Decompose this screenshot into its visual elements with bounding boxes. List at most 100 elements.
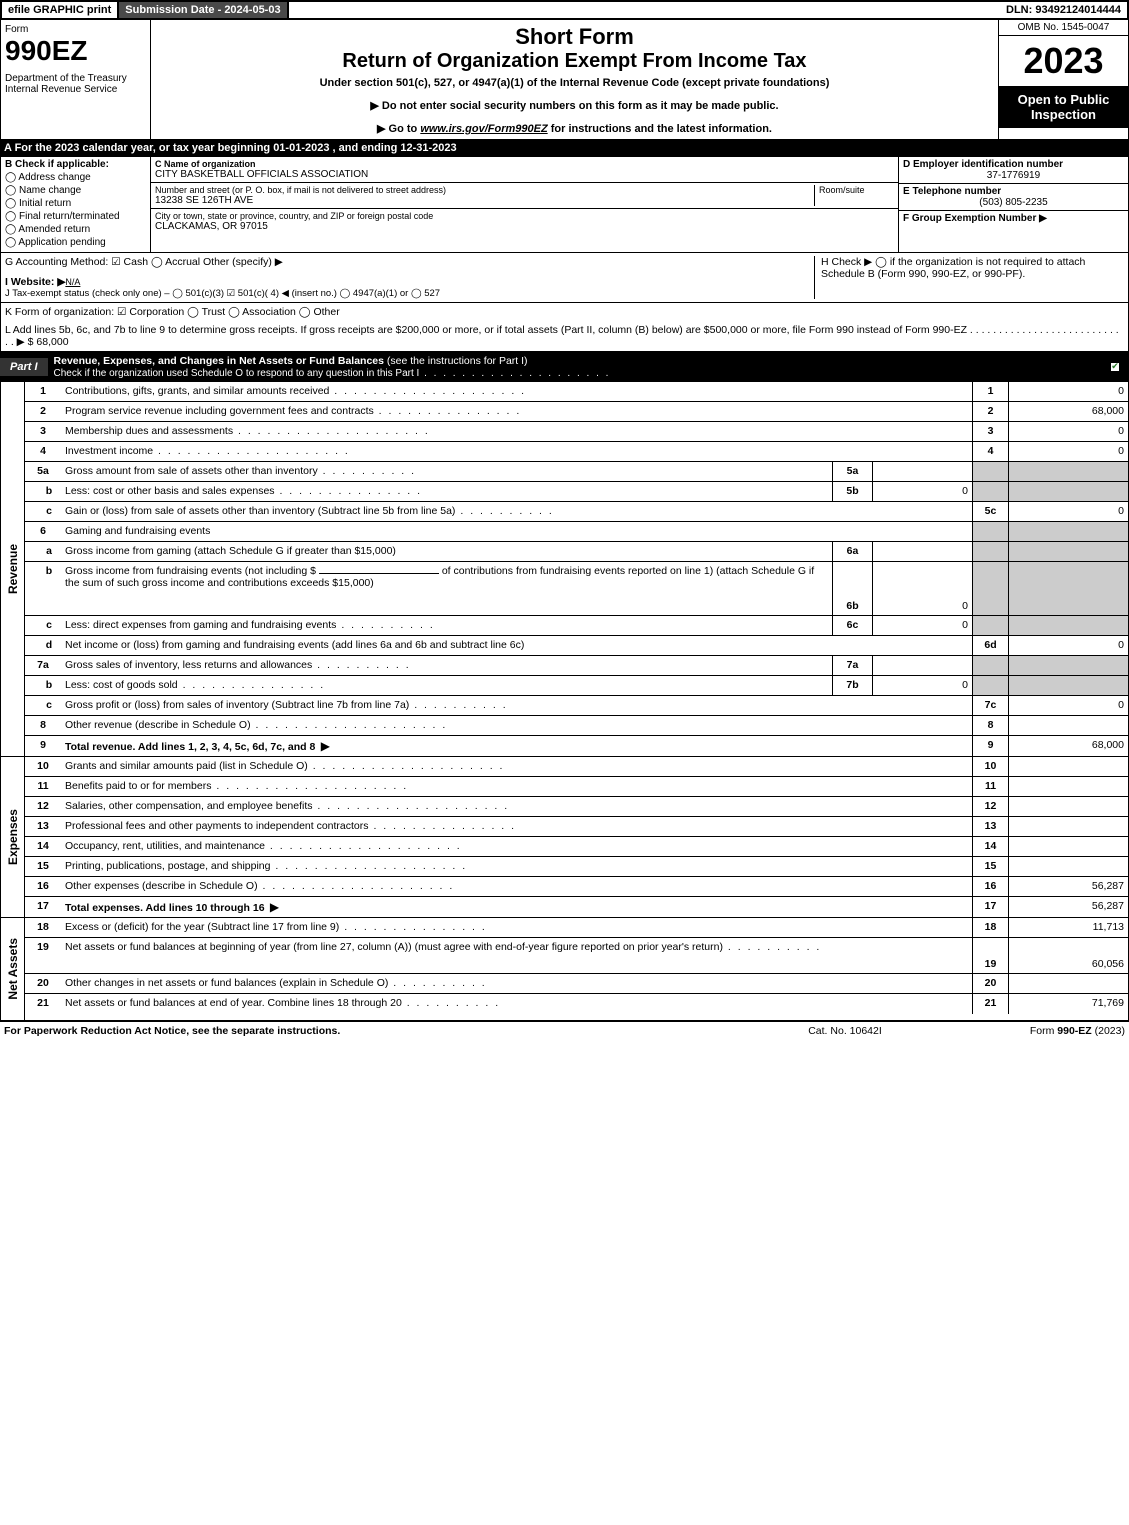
row-17: 17Total expenses. Add lines 10 through 1… xyxy=(25,897,1128,917)
part1-desc: Revenue, Expenses, and Changes in Net As… xyxy=(48,352,1101,382)
row-6: 6Gaming and fundraising events xyxy=(25,522,1128,542)
footer-right: Form 990-EZ (2023) xyxy=(945,1025,1125,1037)
tel-label: E Telephone number xyxy=(903,186,1124,197)
department: Department of the Treasury Internal Reve… xyxy=(5,73,146,95)
row-2: 2Program service revenue including gover… xyxy=(25,402,1128,422)
row-21: 21Net assets or fund balances at end of … xyxy=(25,994,1128,1014)
line-l: L Add lines 5b, 6c, and 7b to line 9 to … xyxy=(0,321,1129,352)
ein: 37-1776919 xyxy=(903,170,1124,181)
header-left: Form 990EZ Department of the Treasury In… xyxy=(1,20,151,139)
row-18: 18Excess or (deficit) for the year (Subt… xyxy=(25,918,1128,938)
open-inspection: Open to Public Inspection xyxy=(999,86,1128,128)
part1-header: Part I Revenue, Expenses, and Changes in… xyxy=(0,352,1129,382)
row-12: 12Salaries, other compensation, and empl… xyxy=(25,797,1128,817)
row-7b: bLess: cost of goods sold7b0 xyxy=(25,676,1128,696)
line-g: G Accounting Method: ☑ Cash ◯ Accrual Ot… xyxy=(5,256,814,276)
footer-cat: Cat. No. 10642I xyxy=(745,1025,945,1037)
street-row: Number and street (or P. O. box, if mail… xyxy=(151,183,898,209)
irs-link[interactable]: www.irs.gov/Form990EZ xyxy=(420,123,547,135)
city-label: City or town, state or province, country… xyxy=(155,211,894,221)
chk-address[interactable]: ◯ Address change xyxy=(5,172,146,183)
row-5c: cGain or (loss) from sale of assets othe… xyxy=(25,502,1128,522)
chk-final[interactable]: ◯ Final return/terminated xyxy=(5,211,146,222)
form-number: 990EZ xyxy=(5,35,146,67)
line-h: H Check ▶ ◯ if the organization is not r… xyxy=(814,256,1124,299)
form-title: Return of Organization Exempt From Incom… xyxy=(155,50,994,73)
b-label: B Check if applicable: xyxy=(5,159,146,170)
info-grid: B Check if applicable: ◯ Address change … xyxy=(0,156,1129,253)
street-label: Number and street (or P. O. box, if mail… xyxy=(155,185,814,195)
row-6c: cLess: direct expenses from gaming and f… xyxy=(25,616,1128,636)
short-form: Short Form xyxy=(155,24,994,50)
street: 13238 SE 126TH AVE xyxy=(155,195,814,206)
form-label: Form xyxy=(5,24,146,35)
chk-name[interactable]: ◯ Name change xyxy=(5,185,146,196)
row-20: 20Other changes in net assets or fund ba… xyxy=(25,974,1128,994)
org-name-row: C Name of organization CITY BASKETBALL O… xyxy=(151,157,898,183)
row-1: 1Contributions, gifts, grants, and simil… xyxy=(25,382,1128,402)
ssn-note: ▶ Do not enter social security numbers o… xyxy=(155,99,994,112)
header-right: OMB No. 1545-0047 2023 Open to Public In… xyxy=(998,20,1128,139)
website: N/A xyxy=(65,277,80,287)
revenue-section: Revenue 1Contributions, gifts, grants, a… xyxy=(1,382,1128,756)
omb-number: OMB No. 1545-0047 xyxy=(999,20,1128,36)
tel: (503) 805-2235 xyxy=(903,197,1124,208)
header-center: Short Form Return of Organization Exempt… xyxy=(151,20,998,139)
goto-pre: ▶ Go to xyxy=(377,123,420,135)
row-8: 8Other revenue (describe in Schedule O)8 xyxy=(25,716,1128,736)
row-14: 14Occupancy, rent, utilities, and mainte… xyxy=(25,837,1128,857)
goto-note: ▶ Go to www.irs.gov/Form990EZ for instru… xyxy=(155,122,994,135)
row-6d: dNet income or (loss) from gaming and fu… xyxy=(25,636,1128,656)
goto-post: for instructions and the latest informat… xyxy=(548,123,772,135)
group-label: F Group Exemption Number ▶ xyxy=(903,213,1124,224)
chk-amended[interactable]: ◯ Amended return xyxy=(5,224,146,235)
c-name-label: C Name of organization xyxy=(155,159,894,169)
section-a: A For the 2023 calendar year, or tax yea… xyxy=(0,140,1129,156)
city: CLACKAMAS, OR 97015 xyxy=(155,221,894,232)
row-13: 13Professional fees and other payments t… xyxy=(25,817,1128,837)
spacer xyxy=(289,2,1000,18)
row-15: 15Printing, publications, postage, and s… xyxy=(25,857,1128,877)
line-k: K Form of organization: ☑ Corporation ◯ … xyxy=(0,303,1129,321)
netassets-section: Net Assets 18Excess or (deficit) for the… xyxy=(1,917,1128,1020)
row-4: 4Investment income40 xyxy=(25,442,1128,462)
row-11: 11Benefits paid to or for members11 xyxy=(25,777,1128,797)
org-name: CITY BASKETBALL OFFICIALS ASSOCIATION xyxy=(155,169,894,180)
part1-checkbox[interactable] xyxy=(1110,362,1120,372)
row-6a: aGross income from gaming (attach Schedu… xyxy=(25,542,1128,562)
chk-initial[interactable]: ◯ Initial return xyxy=(5,198,146,209)
box-d: D Employer identification number 37-1776… xyxy=(898,157,1128,252)
revenue-side: Revenue xyxy=(1,382,25,756)
line-j: J Tax-exempt status (check only one) – ◯… xyxy=(5,288,814,299)
tax-year: 2023 xyxy=(999,36,1128,86)
group-row: F Group Exemption Number ▶ xyxy=(899,211,1128,226)
g-h-row: G Accounting Method: ☑ Cash ◯ Accrual Ot… xyxy=(0,253,1129,303)
row-9: 9Total revenue. Add lines 1, 2, 3, 4, 5c… xyxy=(25,736,1128,756)
row-5a: 5aGross amount from sale of assets other… xyxy=(25,462,1128,482)
submission-date: Submission Date - 2024-05-03 xyxy=(119,2,288,18)
part1-table: Revenue 1Contributions, gifts, grants, a… xyxy=(0,382,1129,1021)
part1-tag: Part I xyxy=(0,358,48,376)
row-7c: cGross profit or (loss) from sales of in… xyxy=(25,696,1128,716)
dln: DLN: 93492124014444 xyxy=(1000,2,1127,18)
tel-row: E Telephone number (503) 805-2235 xyxy=(899,184,1128,211)
expenses-side: Expenses xyxy=(1,757,25,917)
row-6b: bGross income from fundraising events (n… xyxy=(25,562,1128,616)
form-header: Form 990EZ Department of the Treasury In… xyxy=(0,20,1129,140)
room-label: Room/suite xyxy=(819,185,894,195)
expenses-section: Expenses 10Grants and similar amounts pa… xyxy=(1,756,1128,917)
box-c: C Name of organization CITY BASKETBALL O… xyxy=(151,157,898,252)
line-i: I Website: ▶N/A xyxy=(5,276,814,288)
topbar: efile GRAPHIC print Submission Date - 20… xyxy=(0,0,1129,20)
ein-label: D Employer identification number xyxy=(903,159,1124,170)
row-5b: bLess: cost or other basis and sales exp… xyxy=(25,482,1128,502)
city-row: City or town, state or province, country… xyxy=(151,209,898,234)
chk-pending[interactable]: ◯ Application pending xyxy=(5,237,146,248)
part1-check: Check if the organization used Schedule … xyxy=(54,368,611,379)
footer: For Paperwork Reduction Act Notice, see … xyxy=(0,1021,1129,1040)
row-7a: 7aGross sales of inventory, less returns… xyxy=(25,656,1128,676)
efile-label[interactable]: efile GRAPHIC print xyxy=(2,2,119,18)
row-19: 19Net assets or fund balances at beginni… xyxy=(25,938,1128,974)
form-subtitle: Under section 501(c), 527, or 4947(a)(1)… xyxy=(155,77,994,89)
footer-left: For Paperwork Reduction Act Notice, see … xyxy=(4,1025,745,1037)
